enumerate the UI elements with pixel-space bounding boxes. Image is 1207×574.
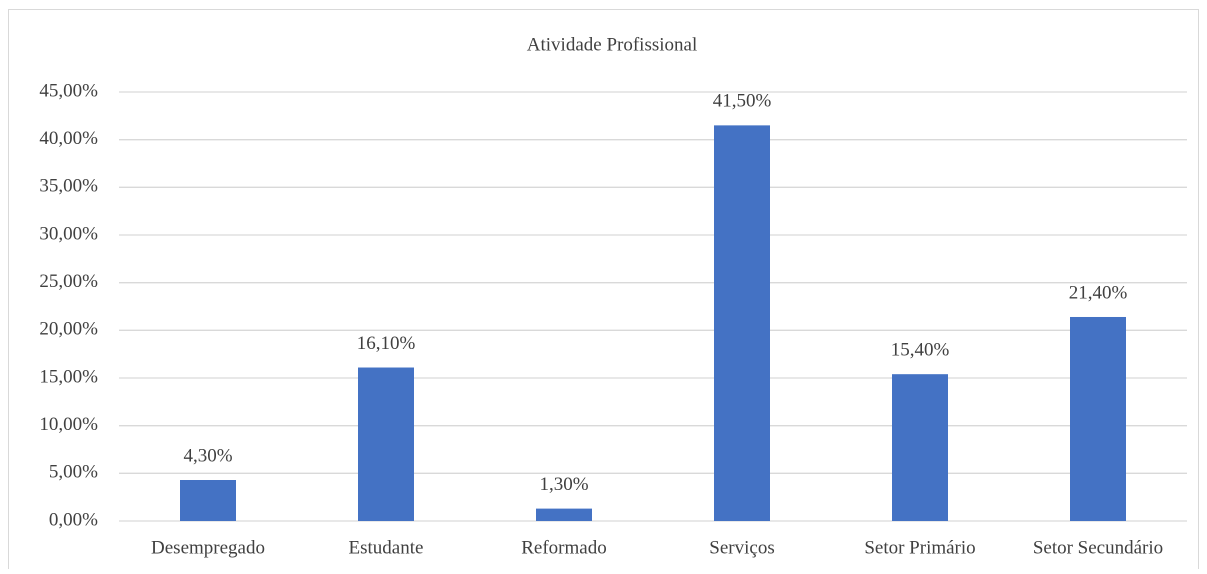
y-tick-label: 10,00% [39, 414, 98, 435]
y-tick-label: 40,00% [39, 128, 98, 149]
data-label: 41,50% [713, 91, 772, 112]
y-tick-label: 20,00% [39, 319, 98, 340]
bar [892, 374, 948, 521]
y-tick-label: 15,00% [39, 366, 98, 387]
y-tick-label: 5,00% [49, 462, 98, 483]
bar [714, 125, 770, 521]
x-tick-label: Serviços [709, 537, 774, 558]
bar [1070, 316, 1126, 521]
x-tick-label: Reformado [521, 537, 606, 558]
x-tick-label: Desempregado [151, 537, 265, 558]
bar [358, 367, 414, 521]
x-tick-label: Setor Secundário [1033, 537, 1163, 558]
data-label: 16,10% [357, 333, 416, 354]
y-tick-label: 35,00% [39, 176, 98, 197]
data-label: 21,40% [1069, 282, 1128, 303]
y-tick-label: 45,00% [39, 80, 98, 101]
data-label: 4,30% [183, 445, 232, 466]
chart-frame [8, 9, 1199, 574]
x-tick-label: Estudante [349, 537, 424, 558]
data-label: 15,40% [891, 340, 950, 361]
x-tick-label: Setor Primário [864, 537, 975, 558]
bar [180, 480, 236, 521]
y-tick-label: 30,00% [39, 223, 98, 244]
data-label: 1,30% [539, 474, 588, 495]
chart-title: Atividade Profissional [527, 34, 697, 55]
y-tick-label: 25,00% [39, 271, 98, 292]
bar [536, 508, 592, 521]
y-tick-label: 0,00% [49, 509, 98, 530]
